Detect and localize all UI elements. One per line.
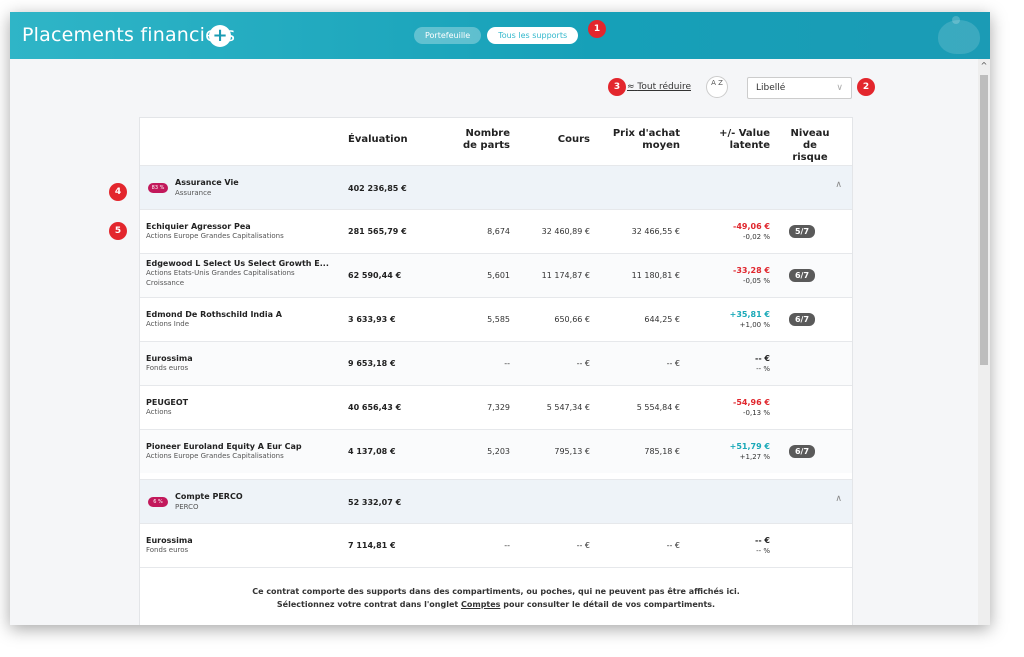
- piggy-bank-icon: [938, 16, 980, 54]
- collapse-all-link[interactable]: ≈ Tout réduire: [627, 82, 691, 92]
- chevron-down-icon: ∨: [836, 83, 843, 93]
- col-evaluation: Évaluation: [348, 134, 408, 145]
- group-type: Assurance: [175, 189, 212, 197]
- scroll-thumb[interactable]: [980, 75, 988, 365]
- tab-tous-les-supports[interactable]: Tous les supports: [487, 27, 579, 44]
- risk-badge: 6/7: [789, 313, 815, 326]
- sort-select[interactable]: Libellé ∨: [747, 77, 852, 99]
- page-title: Placements financiers: [22, 24, 236, 46]
- annotation-badge-1: 1: [588, 20, 606, 38]
- footer-note-line1: Ce contrat comporte des supports dans de…: [252, 587, 740, 596]
- collapse-all-label: Tout réduire: [637, 82, 691, 92]
- col-niveau-risque: Niveau de risque: [790, 128, 830, 163]
- col-value-latente: +/- Value latente: [719, 128, 770, 151]
- double-chevron-up-icon: ≈: [627, 82, 635, 92]
- table-row[interactable]: Eurossima Fonds euros 7 114,81 € -- -- €…: [140, 523, 852, 567]
- group-name: Assurance Vie: [175, 178, 239, 187]
- add-placement-button[interactable]: +: [209, 25, 231, 47]
- chevron-up-icon[interactable]: ∧: [835, 180, 842, 190]
- group-total: 52 332,07 €: [348, 498, 402, 507]
- table-row[interactable]: Edmond De Rothschild India A Actions Ind…: [140, 297, 852, 341]
- share-pill: 6 %: [148, 497, 168, 507]
- tab-portefeuille[interactable]: Portefeuille: [414, 27, 482, 44]
- risk-badge: 6/7: [789, 445, 815, 458]
- positions-table: Évaluation Nombre de parts Cours Prix d'a…: [139, 117, 853, 625]
- share-pill: 83 %: [148, 183, 168, 193]
- annotation-badge-3: 3: [608, 78, 626, 96]
- footer-note-line2: Sélectionnez votre contrat dans l'onglet…: [276, 600, 716, 609]
- table-row[interactable]: PEUGEOT Actions 40 656,43 € 7,329 5 547,…: [140, 385, 852, 429]
- sort-az-button[interactable]: A Z: [706, 76, 728, 98]
- group-total: 402 236,85 €: [348, 184, 407, 193]
- table-row[interactable]: Eurossima Fonds euros 9 653,18 € -- -- €…: [140, 341, 852, 385]
- scroll-up-icon[interactable]: ^: [980, 61, 988, 70]
- footer-note-row: Ce contrat comporte des supports dans de…: [140, 567, 852, 625]
- table-row[interactable]: Echiquier Agressor Pea Actions Europe Gr…: [140, 209, 852, 253]
- vertical-scrollbar[interactable]: ^: [978, 59, 990, 625]
- sort-select-value: Libellé: [756, 83, 786, 93]
- annotation-badge-4: 4: [109, 183, 127, 201]
- group-type: PERCO: [175, 503, 199, 511]
- annotation-badge-2: 2: [857, 78, 875, 96]
- col-cours: Cours: [557, 134, 590, 145]
- risk-badge: 5/7: [789, 225, 815, 238]
- table-row[interactable]: Edgewood L Select Us Select Growth E... …: [140, 253, 852, 297]
- chevron-up-icon[interactable]: ∧: [835, 494, 842, 504]
- col-parts: Nombre de parts: [463, 128, 510, 151]
- annotation-badge-5: 5: [109, 222, 127, 240]
- table-row[interactable]: Pioneer Euroland Equity A Eur Cap Action…: [140, 429, 852, 473]
- sort-az-icon: A Z: [711, 79, 723, 87]
- header-bar: Placements financiers + Portefeuille Tou…: [10, 12, 990, 59]
- comptes-link[interactable]: Comptes: [460, 600, 501, 609]
- risk-badge: 6/7: [789, 269, 815, 282]
- col-prix-achat: Prix d'achat moyen: [612, 128, 680, 151]
- view-toggle: Portefeuille Tous les supports: [414, 27, 584, 45]
- app-window: Placements financiers + Portefeuille Tou…: [10, 12, 990, 625]
- group-row-compte-perco[interactable]: 6 % Compte PERCO PERCO 52 332,07 € ∧: [140, 479, 852, 523]
- group-name: Compte PERCO: [175, 492, 243, 501]
- group-row-assurance-vie[interactable]: 83 % Assurance Vie Assurance 402 236,85 …: [140, 165, 852, 209]
